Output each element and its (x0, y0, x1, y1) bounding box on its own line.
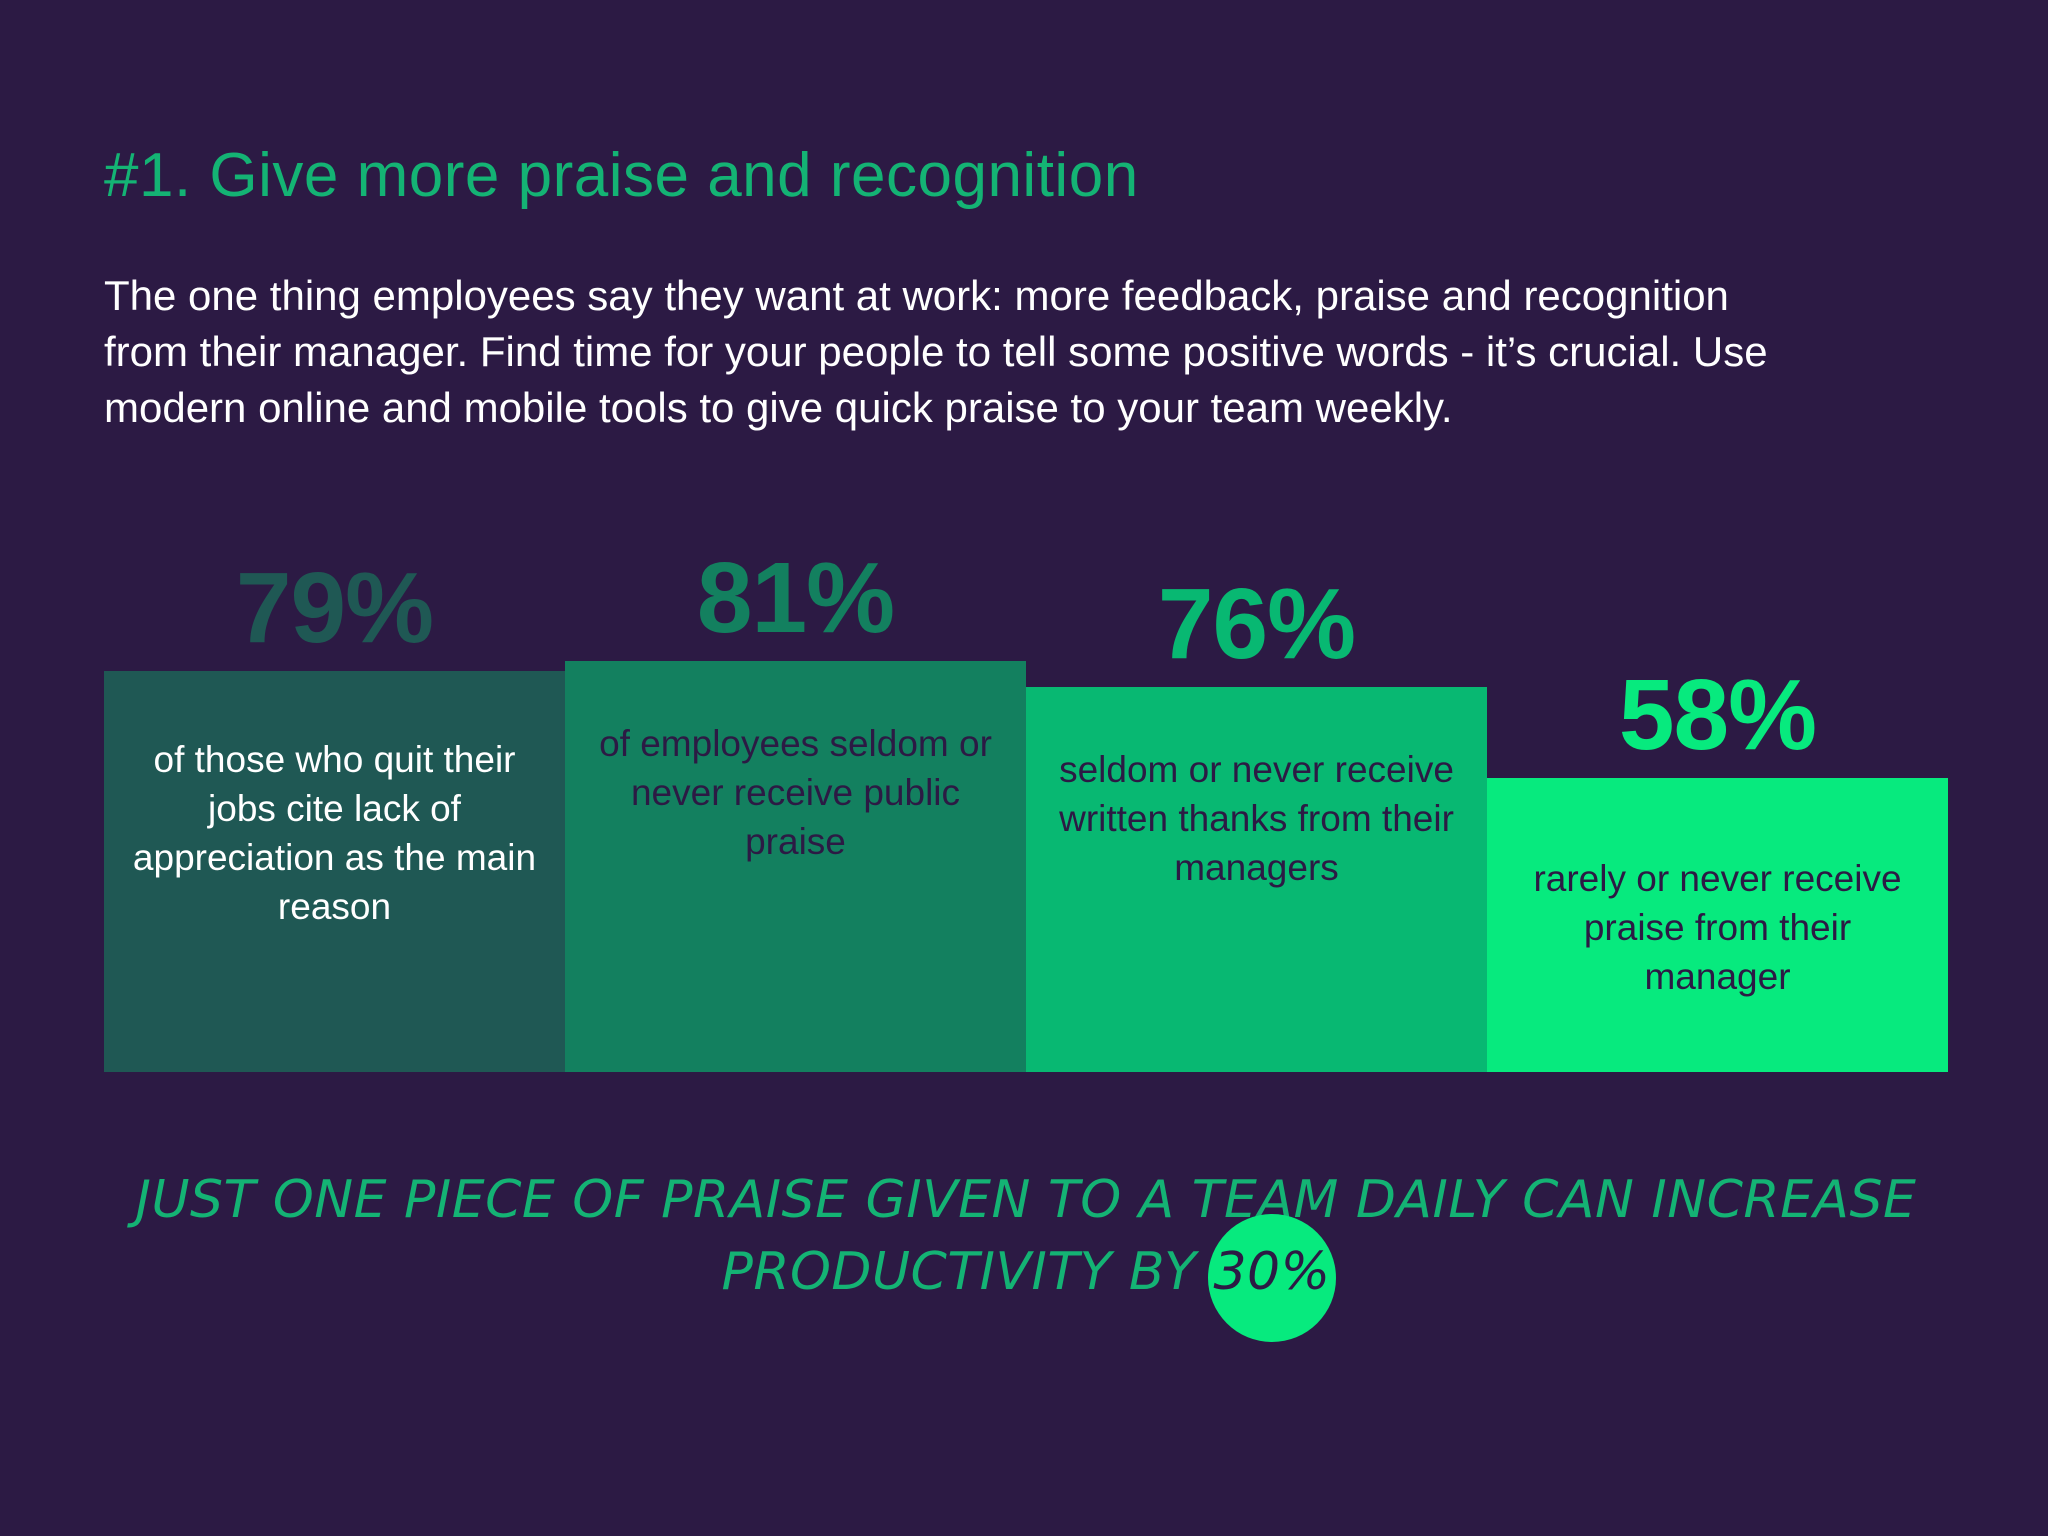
stat-box: rarely or never receive praise from thei… (1487, 778, 1948, 1072)
intro-paragraph: The one thing employees say they want at… (104, 268, 1964, 436)
productivity-callout: JUST ONE PIECE OF PRAISE GIVEN TO A TEAM… (104, 1164, 1948, 1342)
stat-description: of employees seldom or never receive pub… (599, 723, 992, 862)
stat-description: seldom or never receive written thanks f… (1059, 749, 1454, 888)
intro-line: The one thing employees say they want at… (104, 272, 1729, 319)
stat-box: of those who quit their jobs cite lack o… (104, 671, 565, 1072)
callout-line: JUST ONE PIECE OF PRAISE GIVEN TO A TEAM… (135, 1170, 1917, 1230)
intro-line: modern online and mobile tools to give q… (104, 384, 1453, 431)
intro-line: from their manager. Find time for your p… (104, 328, 1768, 375)
callout-prefix: PRODUCTIVITY BY (721, 1242, 1214, 1302)
stat-description: of those who quit their jobs cite lack o… (132, 739, 537, 927)
stat-percentage: 81% (696, 542, 895, 654)
stat-percentage: 79% (235, 552, 434, 664)
page-title: #1. Give more praise and recognition (104, 141, 1139, 210)
stat-percentage: 58% (1618, 659, 1817, 771)
stat-box: seldom or never receive written thanks f… (1026, 687, 1487, 1072)
stat-description: rarely or never receive praise from thei… (1533, 858, 1902, 997)
callout-line: PRODUCTIVITY BY 30% (104, 1214, 1948, 1342)
callout-highlight-circle: 30% (1207, 1214, 1337, 1342)
stat-percentage: 76% (1157, 568, 1356, 680)
stat-box: of employees seldom or never receive pub… (565, 661, 1026, 1072)
